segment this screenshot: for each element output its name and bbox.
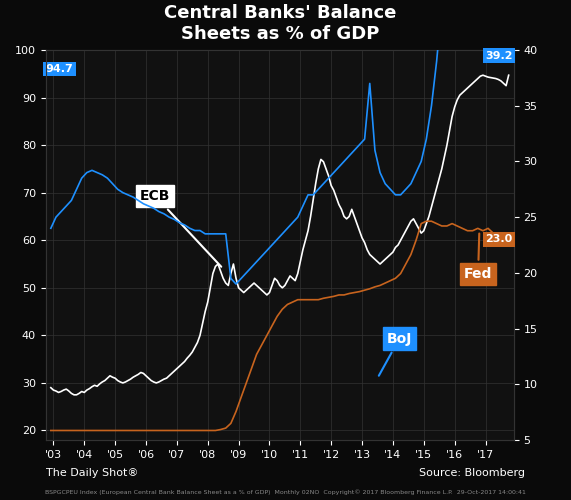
Text: Fed: Fed <box>464 234 492 281</box>
Text: Source: Bloomberg: Source: Bloomberg <box>419 468 525 477</box>
Title: Central Banks' Balance
Sheets as % of GDP: Central Banks' Balance Sheets as % of GD… <box>164 4 396 43</box>
Text: 23.0: 23.0 <box>485 234 513 244</box>
Text: BoJ: BoJ <box>379 332 412 376</box>
Text: BSPGCPEU Index (European Central Bank Balance Sheet as a % of GDP)  Monthly 02NO: BSPGCPEU Index (European Central Bank Ba… <box>45 490 526 495</box>
Text: 39.2: 39.2 <box>485 50 513 60</box>
Text: The Daily Shot®: The Daily Shot® <box>46 468 138 477</box>
Text: ECB: ECB <box>140 189 221 267</box>
Text: 94.7: 94.7 <box>46 64 74 74</box>
